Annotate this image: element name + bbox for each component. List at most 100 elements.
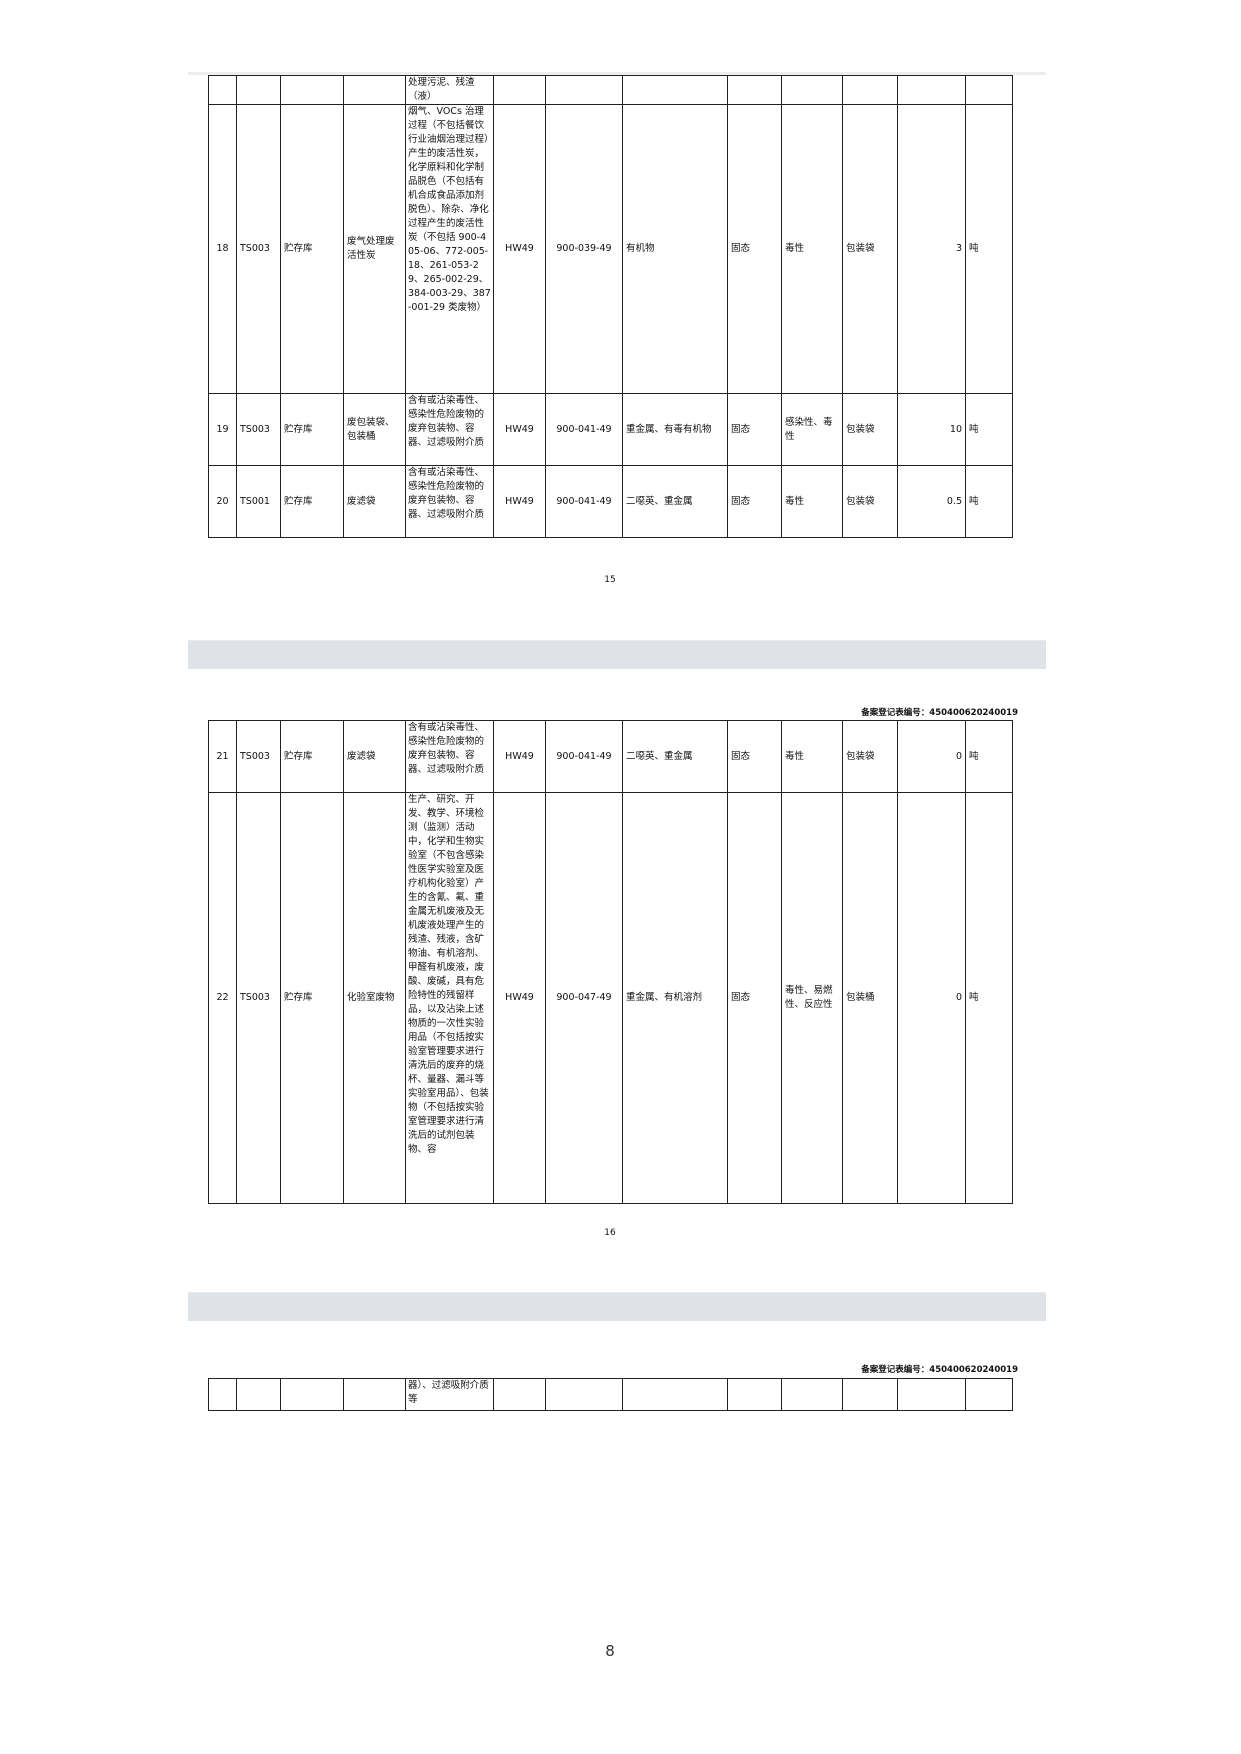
page-top-edge <box>188 72 1046 75</box>
cell-category: HW49 <box>493 465 546 538</box>
cell-amount: 3 <box>897 104 966 394</box>
cell-name <box>343 1378 406 1411</box>
document-page-number: 8 <box>605 1642 615 1660</box>
cell-no: 18 <box>208 104 237 394</box>
cell-location: 贮存库 <box>280 720 344 793</box>
cell-location: 贮存库 <box>280 393 344 466</box>
cell-package: 包装袋 <box>842 393 898 466</box>
registration-number-header: 备案登记表编号：450400620240019 <box>861 1363 1018 1375</box>
registration-number-header: 备案登记表编号：450400620240019 <box>861 706 1018 718</box>
cell-package: 包装袋 <box>842 465 898 538</box>
hazardous-waste-table-page-15: 处理污泥、残渣（液） 18 TS003 贮存库 废气处理废活性炭 烟气、VOCs 治理过程… <box>208 75 1013 538</box>
table-row: 器）、过滤吸附介质等 <box>208 1378 1013 1411</box>
cell-hazard: 毒性、易燃性、反应性 <box>781 792 843 1204</box>
cell-desc: 器）、过滤吸附介质等 <box>405 1378 494 1411</box>
cell-hazard: 毒性 <box>781 720 843 793</box>
cell-desc: 含有或沾染毒性、感染性危险废物的废弃包装物、容器、过滤吸附介质 <box>405 720 494 793</box>
cell-category <box>493 1378 546 1411</box>
cell-waste-code: 900-041-49 <box>545 465 623 538</box>
table-row: 18 TS003 贮存库 废气处理废活性炭 烟气、VOCs 治理过程（不包括餐饮行业油烟… <box>208 104 1013 394</box>
cell-no <box>208 75 237 105</box>
page-number: 15 <box>604 575 616 585</box>
hazardous-waste-table-page-16: 21 TS003 贮存库 废滤袋 含有或沾染毒性、感染性危险废物的废弃包装物、容器、过滤… <box>208 720 1013 1204</box>
cell-package <box>842 75 898 105</box>
cell-category: HW49 <box>493 393 546 466</box>
cell-location: 贮存库 <box>280 104 344 394</box>
cell-hazard: 毒性 <box>781 104 843 394</box>
cell-package <box>842 1378 898 1411</box>
cell-code: TS003 <box>236 792 281 1204</box>
cell-no: 21 <box>208 720 237 793</box>
cell-code: TS003 <box>236 393 281 466</box>
page-separator <box>188 1292 1046 1321</box>
cell-hazard-component <box>622 75 728 105</box>
registration-number: 450400620240019 <box>929 708 1018 718</box>
cell-hazard-component: 重金属、有机溶剂 <box>622 792 728 1204</box>
cell-no: 22 <box>208 792 237 1204</box>
cell-hazard-component <box>622 1378 728 1411</box>
table-row: 22 TS003 贮存库 化验室废物 生产、研究、开发、教学、环境检测（监测）活动中，化… <box>208 792 1013 1204</box>
cell-desc: 含有或沾染毒性、感染性危险废物的废弃包装物、容器、过滤吸附介质 <box>405 393 494 466</box>
cell-hazard: 感染性、毒性 <box>781 393 843 466</box>
cell-location <box>280 1378 344 1411</box>
cell-name: 化验室废物 <box>343 792 406 1204</box>
cell-hazard: 毒性 <box>781 465 843 538</box>
cell-amount <box>897 1378 966 1411</box>
cell-form: 固态 <box>727 465 782 538</box>
page-number: 16 <box>604 1228 616 1238</box>
table-row: 19 TS003 贮存库 废包装袋、包装桶 含有或沾染毒性、感染性危险废物的废弃包装物、… <box>208 393 1013 466</box>
cell-form: 固态 <box>727 792 782 1204</box>
cell-code <box>236 1378 281 1411</box>
cell-form <box>727 1378 782 1411</box>
cell-unit: 吨 <box>965 720 1013 793</box>
cell-hazard-component: 重金属、有毒有机物 <box>622 393 728 466</box>
cell-name: 废滤袋 <box>343 720 406 793</box>
cell-package: 包装袋 <box>842 720 898 793</box>
table-row: 20 TS001 贮存库 废滤袋 含有或沾染毒性、感染性危险废物的废弃包装物、容器、过滤… <box>208 465 1013 538</box>
cell-category: HW49 <box>493 104 546 394</box>
registration-label: 备案登记表编号： <box>861 1365 930 1375</box>
cell-amount: 0.5 <box>897 465 966 538</box>
table-row: 21 TS003 贮存库 废滤袋 含有或沾染毒性、感染性危险废物的废弃包装物、容器、过滤… <box>208 720 1013 793</box>
cell-hazard-component: 二噁英、重金属 <box>622 465 728 538</box>
table-row: 处理污泥、残渣（液） <box>208 75 1013 105</box>
cell-waste-code: 900-041-49 <box>545 720 623 793</box>
cell-hazard-component: 二噁英、重金属 <box>622 720 728 793</box>
cell-name: 废气处理废活性炭 <box>343 104 406 394</box>
cell-no <box>208 1378 237 1411</box>
cell-code <box>236 75 281 105</box>
cell-no: 20 <box>208 465 237 538</box>
cell-unit: 吨 <box>965 465 1013 538</box>
cell-code: TS003 <box>236 104 281 394</box>
cell-amount: 0 <box>897 792 966 1204</box>
cell-location: 贮存库 <box>280 465 344 538</box>
cell-amount: 10 <box>897 393 966 466</box>
cell-code: TS003 <box>236 720 281 793</box>
cell-hazard <box>781 75 843 105</box>
cell-category: HW49 <box>493 792 546 1204</box>
cell-name: 废包装袋、包装桶 <box>343 393 406 466</box>
cell-amount: 0 <box>897 720 966 793</box>
cell-package: 包装袋 <box>842 104 898 394</box>
cell-form: 固态 <box>727 393 782 466</box>
cell-waste-code: 900-039-49 <box>545 104 623 394</box>
cell-location <box>280 75 344 105</box>
cell-unit <box>965 1378 1013 1411</box>
cell-package: 包装桶 <box>842 792 898 1204</box>
cell-code: TS001 <box>236 465 281 538</box>
cell-waste-code: 900-041-49 <box>545 393 623 466</box>
cell-unit: 吨 <box>965 792 1013 1204</box>
page-separator <box>188 640 1046 669</box>
cell-waste-code <box>545 75 623 105</box>
cell-form: 固态 <box>727 104 782 394</box>
cell-name: 废滤袋 <box>343 465 406 538</box>
cell-unit <box>965 75 1013 105</box>
cell-waste-code <box>545 1378 623 1411</box>
cell-no: 19 <box>208 393 237 466</box>
cell-hazard <box>781 1378 843 1411</box>
cell-category: HW49 <box>493 720 546 793</box>
cell-form: 固态 <box>727 720 782 793</box>
cell-category <box>493 75 546 105</box>
cell-unit: 吨 <box>965 104 1013 394</box>
cell-location: 贮存库 <box>280 792 344 1204</box>
